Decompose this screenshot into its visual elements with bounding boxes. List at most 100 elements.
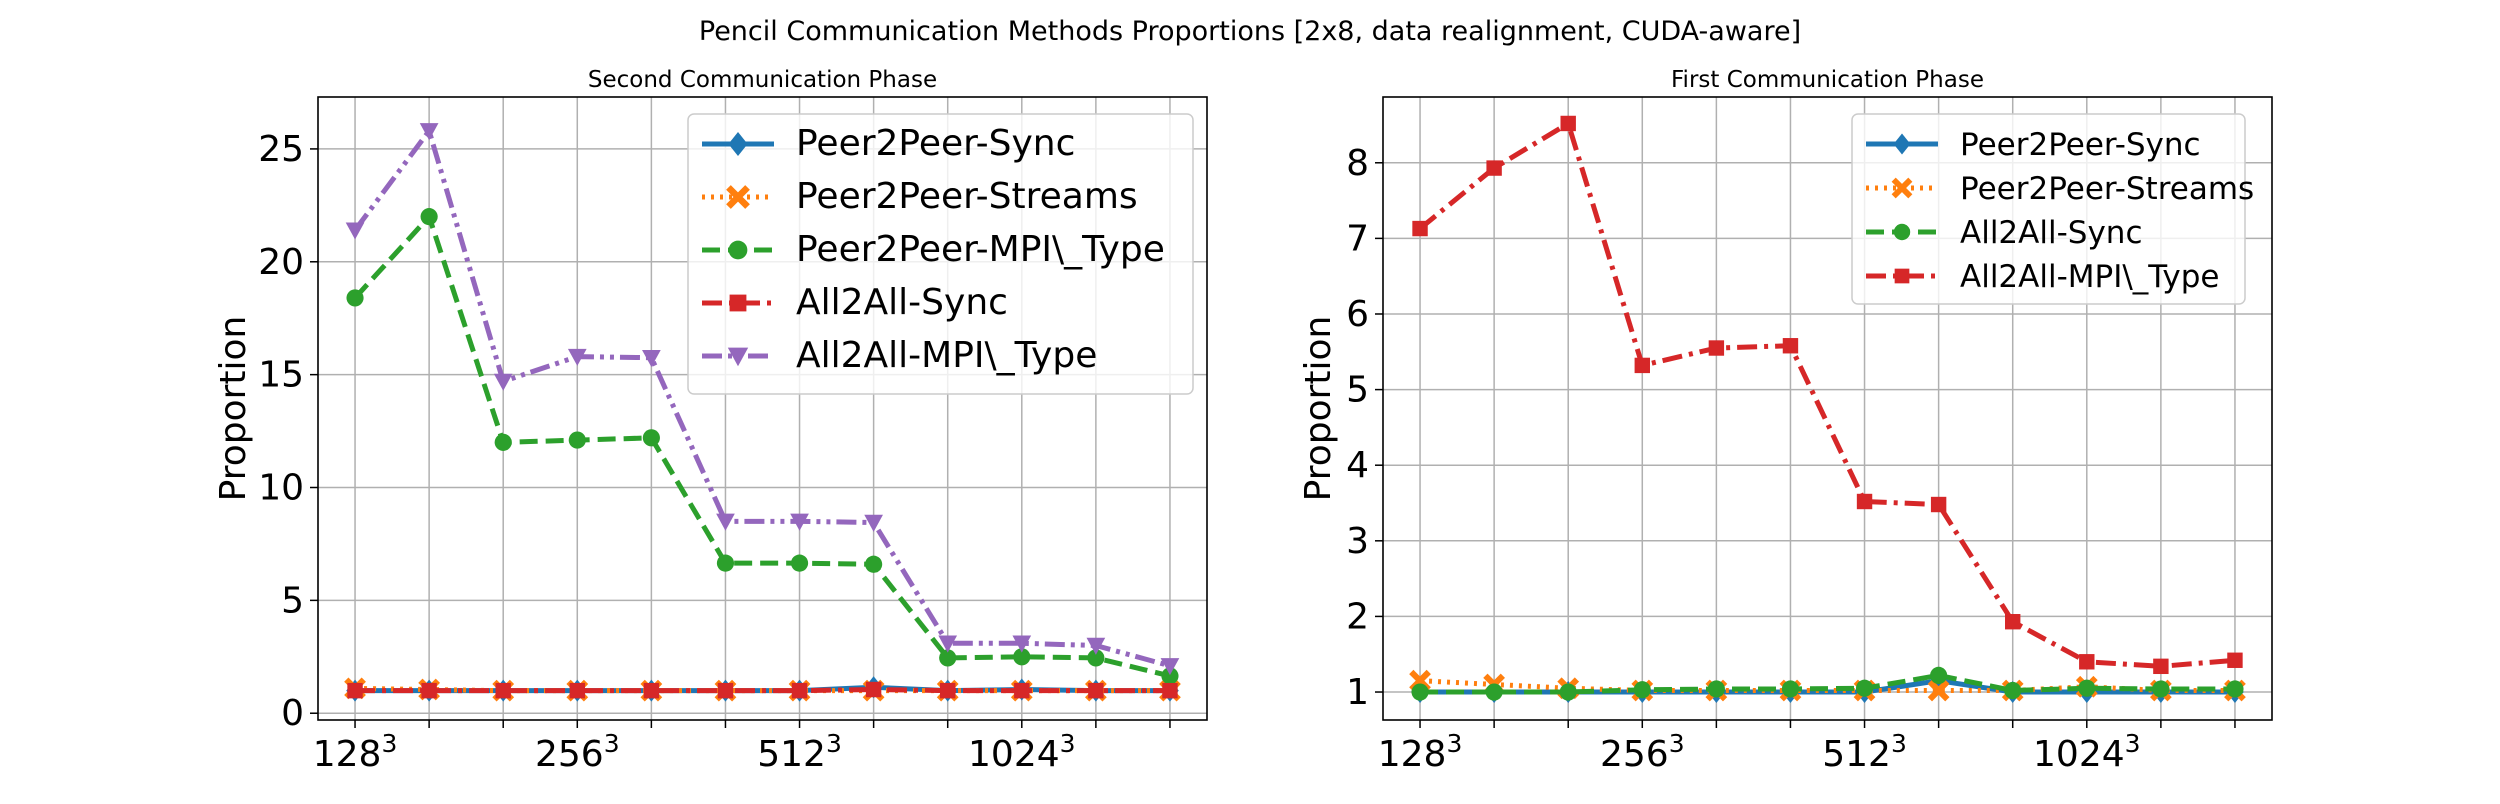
data-point: [569, 682, 585, 699]
y-axis-label: Proportion: [1298, 316, 1339, 502]
data-point: [1013, 648, 1031, 666]
y-tick-label: 0: [281, 693, 304, 734]
data-point: [1412, 220, 1428, 237]
data-point: [420, 208, 438, 226]
series-all2all-sync: [347, 681, 1178, 699]
data-point: [2079, 654, 2095, 670]
y-tick-label: 5: [281, 580, 304, 621]
data-point: [940, 682, 956, 699]
data-point: [1162, 682, 1178, 699]
legend-label: All2All-Sync: [1960, 215, 2143, 251]
data-point: [2152, 680, 2170, 698]
legend-marker: [1894, 268, 1910, 284]
data-point: [1708, 340, 1725, 356]
data-point: [1633, 681, 1651, 699]
legend-marker: [726, 185, 750, 209]
data-point: [347, 682, 363, 699]
legend-label: Peer2Peer-Sync: [1960, 127, 2201, 163]
data-point: [642, 350, 661, 368]
legend-label: All2All-MPI\_Type: [1960, 259, 2220, 295]
legend-marker: [1893, 223, 1911, 241]
figure-title: Pencil Communication Methods Proportions…: [699, 16, 1801, 47]
legend-marker: [728, 240, 748, 260]
y-tick-label: 20: [258, 242, 304, 283]
series-all2all-sync: [1411, 666, 2244, 701]
data-point: [1485, 683, 1503, 701]
data-point: [1782, 338, 1799, 354]
legend-label: Peer2Peer-Streams: [1960, 171, 2254, 207]
y-tick-label: 6: [1346, 294, 1369, 335]
data-point: [864, 514, 883, 532]
x-tick-label: 2563: [1600, 729, 1685, 775]
data-point: [1930, 496, 1947, 513]
panel-title: First Communication Phase: [1671, 67, 1984, 93]
panel-second-phase: 0 5 10 15 20 25 1283 2563 5123 10243 Second Commun…: [213, 67, 1208, 775]
y-tick-label: 2: [1346, 596, 1369, 637]
panel-first-phase: 1 2 3 4 5 6 7 8 1283 2563 5123 10243 First Communica…: [1298, 67, 2273, 775]
data-point: [717, 682, 734, 699]
data-point: [2004, 681, 2022, 700]
data-point: [1160, 658, 1180, 676]
data-point: [421, 682, 437, 699]
data-point: [1707, 680, 1725, 698]
legend-label: Peer2Peer-Sync: [796, 123, 1075, 164]
legend: Peer2Peer-Sync Peer2Peer-Streams All2All-S…: [1851, 113, 2254, 305]
data-point: [1014, 682, 1030, 699]
y-tick-label: 25: [258, 129, 304, 170]
panel-title: Second Communication Phase: [588, 67, 937, 93]
plot-frame: [1382, 96, 2273, 721]
data-point: [495, 682, 511, 699]
x-tick-label: 5123: [1822, 729, 1907, 775]
data-point: [642, 429, 660, 447]
data-point: [1559, 683, 1577, 701]
legend-label: All2All-MPI\_Type: [796, 335, 1097, 376]
data-point: [1634, 357, 1650, 374]
data-point: [865, 681, 882, 698]
data-point: [1411, 683, 1429, 701]
data-point: [2227, 652, 2243, 668]
series-line: [1418, 120, 2236, 669]
data-point: [2153, 658, 2169, 675]
y-tick-label: 8: [1346, 143, 1369, 184]
legend-marker: [727, 347, 749, 367]
data-point: [1086, 637, 1106, 655]
data-point: [568, 431, 586, 449]
legend: Peer2Peer-Sync Peer2Peer-Streams Peer2Peer…: [687, 113, 1194, 395]
x-tick-label: 1283: [313, 729, 398, 775]
data-point: [494, 433, 512, 451]
data-point: [1930, 666, 1948, 684]
legend-label: Peer2Peer-MPI\_Type: [796, 229, 1165, 270]
data-point: [643, 682, 660, 699]
series-line: [355, 687, 1170, 694]
data-point: [716, 554, 735, 572]
series-all2all-mpi-type: [1412, 115, 2243, 675]
data-point: [1856, 493, 1873, 510]
legend-marker: [728, 132, 748, 156]
x-tick-label: 2563: [535, 729, 620, 775]
y-axis-label: Proportion: [213, 316, 254, 502]
y-tick-label: 5: [1346, 370, 1369, 411]
x-tick-label: 10243: [2033, 729, 2141, 775]
x-tick-label: 1283: [1378, 729, 1463, 775]
y-tick-label: 7: [1346, 218, 1369, 259]
data-point: [493, 373, 513, 391]
legend-label: Peer2Peer-Streams: [796, 176, 1138, 217]
data-point: [1486, 160, 1502, 176]
series-line: [1420, 672, 2235, 695]
data-point: [2078, 679, 2096, 697]
data-point: [1560, 115, 1576, 132]
y-tick-label: 15: [258, 355, 304, 396]
x-tick-label: 10243: [968, 729, 1076, 775]
data-point: [791, 682, 808, 699]
y-tick-label: 1: [1346, 672, 1369, 713]
legend-box: [687, 113, 1194, 395]
data-point: [939, 649, 957, 667]
legend-marker: [729, 294, 747, 312]
series-line: [353, 128, 1171, 669]
data-point: [716, 513, 735, 531]
data-point: [1855, 679, 1874, 697]
data-point: [345, 222, 365, 240]
data-point: [346, 289, 364, 307]
data-point: [1012, 635, 1032, 653]
